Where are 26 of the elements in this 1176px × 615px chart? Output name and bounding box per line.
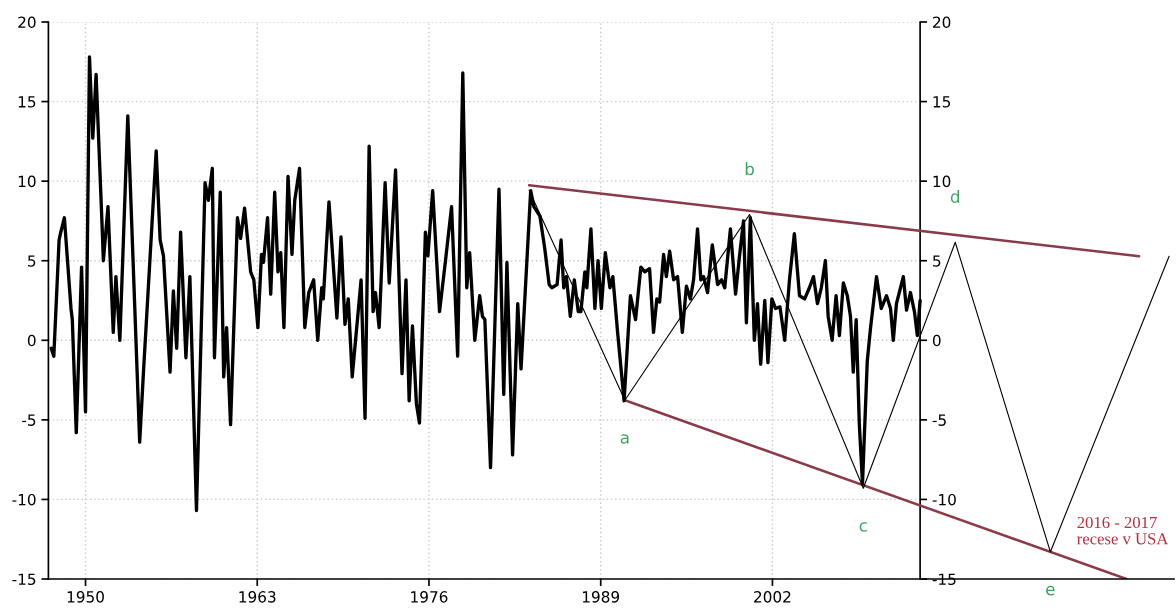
y-tick-label: -10: [12, 493, 36, 506]
x-tick-label: 1989: [582, 591, 620, 603]
y2-tick-label: 15: [933, 96, 951, 108]
annotation: c: [859, 522, 867, 532]
y2-tick-label: 5: [933, 255, 941, 267]
y2-tick-label: 20: [933, 16, 951, 29]
annotation: a: [620, 434, 629, 444]
annotation: e: [1046, 585, 1055, 596]
annotation: d: [950, 190, 960, 203]
annotation: b: [745, 162, 754, 176]
x-tick-label: 1950: [67, 591, 104, 603]
y-tick-label: 5: [28, 255, 36, 267]
annotation: 2016 - 2017 recese v USA: [1077, 516, 1169, 545]
x-tick-label: 2002: [754, 591, 791, 603]
y-tick-label: -15: [12, 573, 36, 586]
y2-tick-label: -5: [932, 414, 946, 426]
y-tick-label: 20: [18, 16, 36, 29]
x-tick-label: 1976: [411, 591, 448, 603]
y2-tick-label: 0: [932, 334, 941, 347]
y2-tick-label: -10: [932, 493, 956, 506]
y-tick-label: -5: [22, 414, 36, 426]
y-tick-label: 10: [18, 175, 36, 188]
y-tick-label: 0: [27, 334, 36, 347]
y-tick-label: 15: [18, 96, 36, 108]
y2-tick-label: 10: [933, 175, 951, 188]
x-tick-label: 1963: [239, 591, 276, 603]
